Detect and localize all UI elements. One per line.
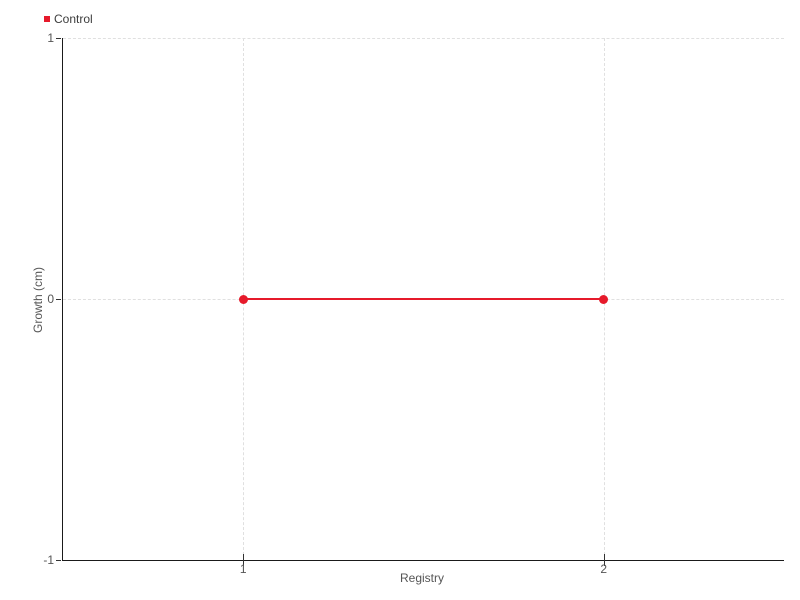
legend-marker-square — [44, 16, 50, 22]
data-point-control-1 — [238, 294, 248, 304]
data-point-control-2 — [599, 294, 609, 304]
y-tick-label-0: 0 — [47, 292, 54, 306]
y-tick-1 — [56, 38, 61, 39]
legend: Control — [44, 13, 93, 25]
x-tick-label-2: 2 — [600, 562, 608, 576]
y-tick-label--1: -1 — [43, 553, 54, 567]
plot-area: 1 0 -1 1 2 — [43, 32, 784, 575]
x-tick-2 — [603, 554, 605, 566]
gridline-y-1 — [63, 38, 784, 39]
legend-item-control[interactable]: Control — [44, 13, 93, 25]
x-tick-1 — [243, 554, 245, 566]
y-axis-title: Growth (cm) — [31, 267, 45, 333]
legend-label: Control — [54, 12, 93, 26]
series-line-control — [243, 298, 604, 300]
y-tick-label-1: 1 — [47, 31, 54, 45]
y-tick-0 — [56, 299, 61, 300]
x-tick-label-1: 1 — [239, 562, 247, 576]
x-axis-title: Registry — [399, 571, 445, 585]
y-tick--1 — [56, 560, 61, 561]
